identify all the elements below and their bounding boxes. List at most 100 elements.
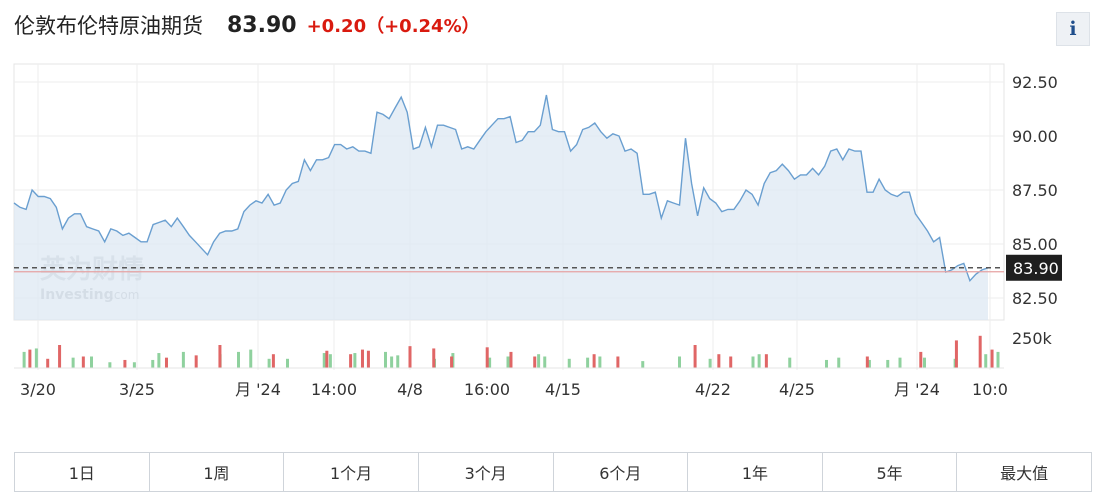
x-tick-label: 4/8 <box>397 380 423 398</box>
volume-bar-up <box>34 348 38 368</box>
volume-bar-up <box>996 351 1000 368</box>
volume-bar-up <box>181 351 185 368</box>
volume-bar-down <box>616 356 620 368</box>
volume-bar-up <box>923 357 926 368</box>
volume-bar-up <box>488 357 492 368</box>
x-tick-label: 3/20 <box>20 380 56 398</box>
y-tick-label: 90.00 <box>1012 127 1058 146</box>
volume-bar-down <box>408 346 412 368</box>
volume-bar-down <box>325 350 329 368</box>
last-price-tag-label: 83.90 <box>1013 259 1059 278</box>
volume-bar-up <box>151 359 155 368</box>
x-tick-label: 4/25 <box>779 380 815 398</box>
last-price-tag <box>1006 254 1062 281</box>
volume-bar-up <box>641 361 645 368</box>
instrument-title: 伦敦布伦特原油期货 <box>14 14 203 38</box>
volume-bar-down <box>509 351 513 368</box>
volume-bar-up <box>322 353 326 368</box>
volume-bar-down <box>164 357 168 368</box>
volume-bar-down <box>990 349 994 368</box>
volume-bar-down <box>123 359 127 368</box>
volume-bar-down <box>28 349 32 368</box>
x-tick-label: 10:0 <box>972 380 1008 398</box>
volume-bar-down <box>693 345 697 368</box>
volume-bar-down <box>218 345 222 368</box>
volume-bar-down <box>81 356 85 368</box>
volume-bar-up <box>249 349 253 368</box>
price-chart[interactable]: 92.5090.0087.5085.0082.50英为财情Investing.c… <box>0 58 1104 398</box>
volume-bar-up <box>788 357 792 368</box>
volume-bar-down <box>360 349 364 368</box>
volume-bar-up <box>157 353 161 368</box>
volume-bar-up <box>867 359 871 368</box>
y-tick-label: 85.00 <box>1012 235 1058 254</box>
info-icon: i <box>1069 18 1077 40</box>
volume-bar-up <box>267 358 271 368</box>
volume-bar-down <box>58 345 62 368</box>
volume-bar-down <box>592 354 596 368</box>
volume-bar-up <box>598 356 602 368</box>
volume-bar-down <box>271 354 275 368</box>
volume-bar-up <box>751 356 755 368</box>
volume-bar-up <box>286 358 289 368</box>
volume-bar-up <box>390 356 394 368</box>
period-tab-3m[interactable]: 3个月 <box>418 453 554 491</box>
volume-bar-up <box>108 362 112 368</box>
volume-bar-down <box>432 348 436 368</box>
last-price: 83.90 <box>227 12 297 38</box>
period-tab-1y[interactable]: 1年 <box>688 453 823 491</box>
period-tab-1m[interactable]: 1个月 <box>284 453 419 491</box>
volume-bar-up <box>543 356 547 368</box>
x-tick-label: 4/15 <box>545 380 581 398</box>
volume-bar-up <box>396 355 400 368</box>
volume-bar-up <box>886 359 890 368</box>
volume-bar-up <box>22 351 26 368</box>
volume-bar-down <box>978 335 982 368</box>
period-selector: 1日 1周 1个月 3个月 6个月 1年 5年 最大值 <box>14 452 1092 492</box>
volume-bar-up <box>567 358 571 368</box>
volume-bar-up <box>328 354 332 368</box>
info-button[interactable]: i <box>1056 12 1090 46</box>
volume-bar-up <box>757 354 761 368</box>
volume-bar-down <box>764 354 768 368</box>
volume-bar-down <box>450 356 454 368</box>
volume-bar-down <box>954 340 958 368</box>
volume-bar-up <box>825 359 828 368</box>
y-tick-label: 82.50 <box>1012 289 1058 308</box>
volume-bar-up <box>586 357 590 368</box>
volume-axis-label: 250k <box>1012 329 1053 348</box>
x-tick-label: 月 '24 <box>894 380 940 398</box>
volume-bar-up <box>678 356 681 368</box>
volume-bar-down <box>46 358 50 368</box>
volume-bar-down <box>533 356 537 368</box>
x-tick-label: 4/22 <box>695 380 731 398</box>
period-tab-1d[interactable]: 1日 <box>15 453 150 491</box>
volume-bar-up <box>237 351 240 368</box>
volume-bar-up <box>837 357 841 368</box>
volume-bar-up <box>384 351 387 368</box>
volume-bar-down <box>919 351 923 368</box>
volume-bar-up <box>708 358 712 368</box>
price-line <box>13 94 989 283</box>
x-tick-label: 3/25 <box>119 380 155 398</box>
y-tick-label: 92.50 <box>1012 73 1058 92</box>
volume-bar-down <box>717 354 721 368</box>
volume-bar-down <box>865 356 869 368</box>
volume-bar-up <box>132 362 136 368</box>
volume-bar-down <box>729 356 733 368</box>
volume-bar-up <box>71 357 75 368</box>
volume-bar-down <box>194 355 198 368</box>
period-tab-6m[interactable]: 6个月 <box>553 453 689 491</box>
volume-bar-down <box>349 354 353 368</box>
volume-bar-down <box>366 350 370 368</box>
period-tab-1w[interactable]: 1周 <box>149 453 285 491</box>
volume-bar-up <box>984 354 988 368</box>
period-tab-max[interactable]: 最大值 <box>957 453 1091 491</box>
price-change: +0.20（+0.24%） <box>306 16 480 37</box>
period-tab-5y[interactable]: 5年 <box>822 453 958 491</box>
volume-bar-up <box>537 354 541 368</box>
x-tick-label: 14:00 <box>311 380 357 398</box>
volume-bar-up <box>90 356 93 368</box>
volume-bar-up <box>506 356 510 368</box>
volume-bar-up <box>898 357 902 368</box>
